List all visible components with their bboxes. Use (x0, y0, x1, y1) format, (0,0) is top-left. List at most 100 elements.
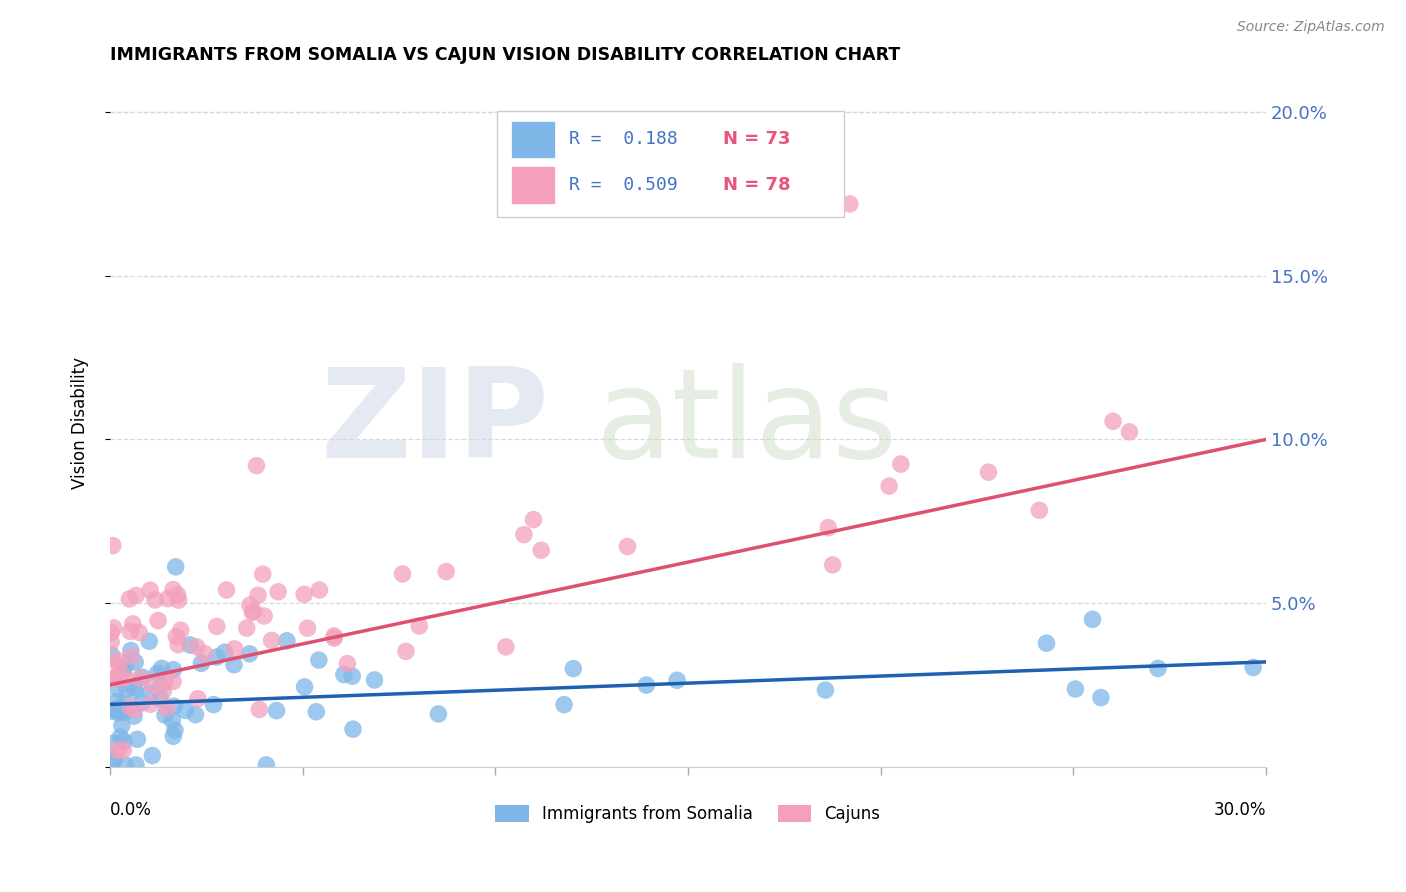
Point (122, 709, 145, 723)
Point (342, 722, 364, 736)
Text: R =  0.188: R = 0.188 (569, 130, 678, 148)
Point (127, 732, 149, 747)
Point (224, 641, 246, 656)
Point (107, 743, 129, 757)
Point (139, 686, 162, 700)
Point (162, 713, 184, 727)
Point (162, 674, 184, 689)
FancyBboxPatch shape (512, 120, 555, 158)
Point (111, 702, 134, 716)
Point (1147, 661, 1170, 675)
Point (165, 630, 187, 644)
Point (114, 758, 136, 772)
Point (323, 629, 346, 643)
Point (1118, 425, 1140, 439)
Point (1064, 681, 1087, 696)
Point (253, 609, 276, 624)
Point (110, 730, 132, 744)
Point (838, 197, 860, 211)
Point (103, 671, 125, 685)
Point (105, 670, 128, 684)
Point (187, 691, 209, 706)
Point (1090, 690, 1112, 705)
Point (240, 605, 263, 619)
Point (112, 665, 135, 679)
Point (890, 457, 912, 471)
Point (162, 663, 184, 677)
Point (174, 703, 197, 717)
Point (323, 631, 346, 645)
Point (112, 734, 135, 748)
Point (167, 593, 190, 607)
Point (112, 743, 135, 757)
Point (101, 539, 124, 553)
Point (408, 619, 430, 633)
Text: IMMIGRANTS FROM SOMALIA VS CAJUN VISION DISABILITY CORRELATION CHART: IMMIGRANTS FROM SOMALIA VS CAJUN VISION … (110, 46, 900, 64)
Point (105, 653, 128, 667)
Point (260, 633, 283, 648)
Point (124, 683, 146, 698)
Point (152, 684, 174, 698)
Text: atlas: atlas (596, 363, 897, 483)
Point (666, 673, 689, 688)
Point (165, 559, 187, 574)
Point (252, 567, 274, 582)
Point (342, 669, 364, 683)
Point (120, 624, 142, 639)
Point (238, 647, 260, 661)
Point (103, 736, 125, 750)
Point (202, 698, 225, 712)
Text: N = 73: N = 73 (723, 130, 790, 148)
Point (121, 616, 143, 631)
Point (167, 638, 190, 652)
Point (162, 729, 184, 743)
Point (562, 662, 585, 676)
Point (1081, 612, 1104, 626)
Point (821, 558, 844, 572)
Point (107, 658, 129, 673)
Point (115, 681, 138, 696)
Point (156, 591, 179, 606)
Point (308, 653, 330, 667)
Text: 30.0%: 30.0% (1213, 801, 1265, 819)
Point (427, 706, 450, 721)
Point (105, 695, 128, 709)
Point (194, 647, 217, 661)
Point (139, 698, 162, 712)
Point (125, 758, 148, 772)
Point (308, 582, 330, 597)
Point (103, 621, 125, 635)
Text: R =  0.509: R = 0.509 (569, 176, 678, 194)
Point (149, 692, 172, 706)
Point (131, 670, 153, 684)
Text: ZIP: ZIP (321, 363, 550, 483)
Point (434, 565, 457, 579)
Point (391, 566, 413, 581)
Point (149, 679, 172, 693)
Point (163, 723, 186, 738)
Point (120, 649, 142, 664)
Point (254, 758, 277, 772)
Point (267, 584, 290, 599)
Point (118, 591, 141, 606)
Point (112, 697, 135, 711)
Point (247, 702, 270, 716)
Point (103, 753, 125, 767)
Point (131, 696, 153, 710)
Point (336, 657, 359, 671)
Point (190, 657, 212, 671)
Point (294, 680, 316, 694)
Point (124, 703, 146, 717)
Point (236, 621, 259, 635)
Point (292, 587, 315, 601)
Point (242, 604, 264, 618)
Point (105, 681, 128, 696)
Point (530, 543, 553, 558)
Point (150, 661, 173, 675)
Point (305, 705, 328, 719)
Point (1241, 660, 1264, 674)
Point (616, 540, 638, 554)
Point (184, 707, 207, 722)
Point (100, 648, 122, 662)
Point (146, 666, 169, 681)
